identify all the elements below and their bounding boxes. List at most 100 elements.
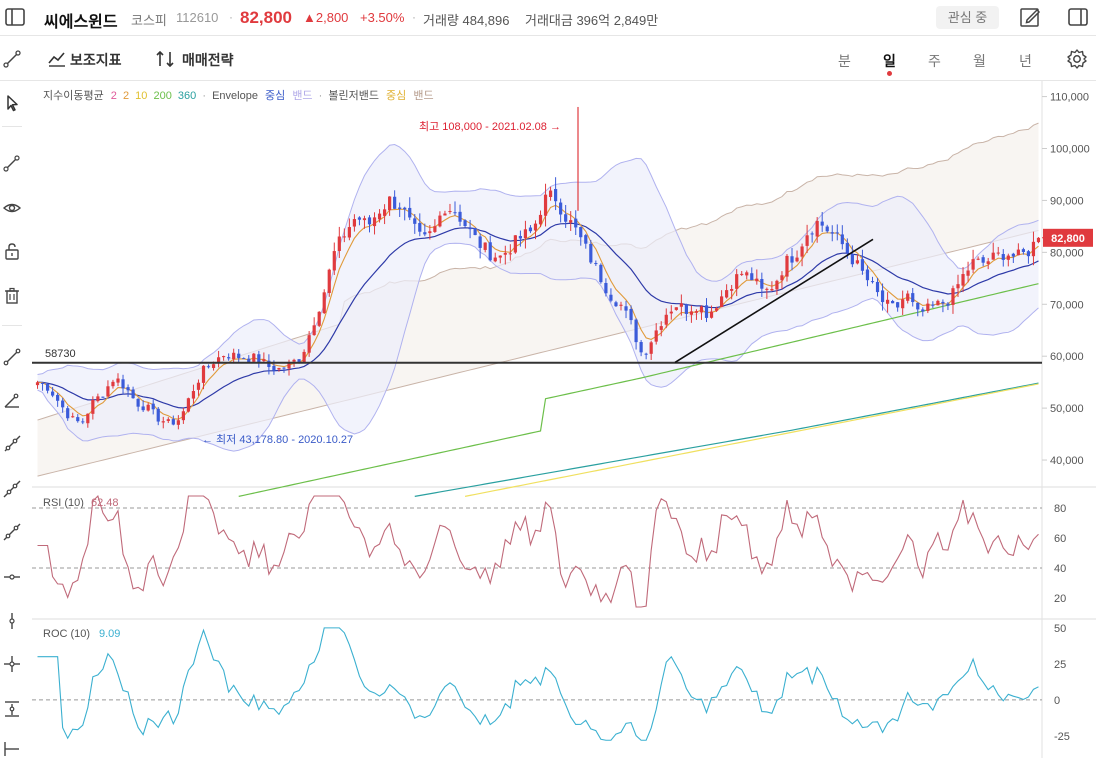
candle-body bbox=[604, 282, 608, 294]
period-minute[interactable]: 분 bbox=[838, 53, 851, 69]
candle-body bbox=[40, 382, 45, 384]
indicators-button[interactable]: 보조지표 bbox=[70, 52, 122, 68]
candle-body bbox=[795, 257, 799, 262]
trash-icon[interactable] bbox=[2, 286, 22, 306]
candle-body bbox=[393, 196, 397, 209]
horizontal-line-label: 58730 bbox=[45, 348, 76, 360]
candle-body bbox=[347, 227, 351, 238]
candle-body bbox=[206, 366, 211, 368]
candle-body bbox=[201, 365, 206, 383]
cursor-icon[interactable] bbox=[2, 93, 22, 113]
period-month[interactable]: 월 bbox=[973, 53, 986, 69]
candle-body bbox=[1021, 249, 1025, 252]
candle-body bbox=[790, 256, 794, 263]
candle-body bbox=[584, 235, 588, 244]
candle-body bbox=[725, 290, 729, 298]
rsi-value: 62.48 bbox=[91, 497, 119, 509]
settings-gear-icon[interactable] bbox=[1066, 48, 1088, 70]
candle-body bbox=[835, 232, 839, 234]
candle-body bbox=[367, 217, 372, 225]
roc-label: ROC (10) bbox=[43, 628, 90, 640]
candle-body bbox=[815, 220, 819, 237]
candle-body bbox=[161, 421, 165, 423]
rsi-label: RSI (10) bbox=[43, 497, 84, 509]
candle-body bbox=[166, 419, 170, 421]
candle-body bbox=[564, 214, 568, 222]
candle-body bbox=[684, 304, 688, 314]
legend-separator: · bbox=[202, 90, 206, 102]
price-range-icon[interactable] bbox=[2, 699, 22, 719]
candle-body bbox=[891, 300, 895, 304]
candle-body bbox=[991, 252, 995, 260]
candle-body bbox=[453, 212, 457, 214]
candle-body bbox=[765, 288, 769, 290]
candle-body bbox=[714, 308, 719, 311]
candle-body bbox=[704, 305, 709, 318]
line-segment-icon[interactable] bbox=[2, 347, 22, 367]
trend-line bbox=[674, 238, 874, 364]
candle-body bbox=[986, 261, 990, 264]
candle-body bbox=[237, 353, 241, 359]
watchlist-button[interactable]: 관심 중 bbox=[936, 6, 999, 29]
edit-icon[interactable] bbox=[1019, 6, 1041, 28]
angle-line-icon[interactable] bbox=[2, 392, 22, 412]
price-chart[interactable]: 110,000 100,000 90,000 80,000 70,000 60,000 50… bbox=[32, 81, 1096, 758]
candle-body bbox=[996, 252, 1000, 254]
crosshair-icon[interactable] bbox=[2, 654, 22, 674]
candle-body bbox=[433, 226, 437, 232]
price-tick-label: 110,000 bbox=[1050, 92, 1089, 104]
period-week[interactable]: 주 bbox=[928, 53, 941, 69]
period-day[interactable]: 일 bbox=[883, 53, 896, 69]
period-year[interactable]: 년 bbox=[1019, 53, 1032, 69]
candle-body bbox=[156, 408, 160, 422]
candle-body bbox=[679, 303, 683, 307]
trendline-tool-icon[interactable] bbox=[2, 153, 22, 173]
candle-body bbox=[1031, 241, 1036, 257]
candle-body bbox=[740, 273, 744, 275]
toolbar-divider bbox=[2, 126, 22, 127]
candle-body bbox=[357, 217, 362, 220]
rsi-tick-label: 80 bbox=[1054, 503, 1066, 515]
panel-toggle-icon[interactable] bbox=[1067, 6, 1089, 28]
date-range-icon[interactable] bbox=[2, 739, 22, 759]
candle-body bbox=[508, 253, 512, 255]
draw-line-icon[interactable] bbox=[2, 49, 22, 69]
rsi-tick-label: 40 bbox=[1054, 563, 1066, 575]
candle-body bbox=[282, 367, 286, 369]
candle-body bbox=[101, 396, 105, 398]
visibility-eye-icon[interactable] bbox=[2, 198, 22, 218]
candle-body bbox=[96, 396, 100, 402]
candle-body bbox=[76, 417, 80, 422]
candle-body bbox=[252, 353, 256, 362]
vertical-line-icon[interactable] bbox=[2, 611, 22, 631]
roc-tick-label: 25 bbox=[1054, 659, 1066, 671]
separator-dot: · bbox=[412, 10, 416, 24]
candle-body bbox=[408, 207, 412, 218]
sidebar-toggle-icon[interactable] bbox=[4, 6, 26, 28]
candle-body bbox=[322, 292, 326, 314]
candle-body bbox=[574, 218, 578, 228]
candle-body bbox=[428, 231, 432, 234]
candle-body bbox=[559, 202, 563, 215]
parallel-line-icon[interactable] bbox=[2, 522, 22, 542]
candle-body bbox=[538, 214, 543, 225]
lock-icon[interactable] bbox=[2, 241, 22, 261]
candle-body bbox=[176, 420, 180, 425]
candle-body bbox=[332, 251, 336, 271]
candle-body bbox=[694, 311, 699, 313]
strategy-button[interactable]: 매매전략 bbox=[182, 52, 234, 68]
ema-200-line bbox=[238, 283, 1039, 497]
price-tick-label: 80,000 bbox=[1050, 247, 1084, 259]
candle-body bbox=[71, 416, 75, 418]
candle-body bbox=[458, 211, 462, 222]
price-change: ▲2,800 bbox=[303, 10, 349, 25]
candle-body bbox=[981, 257, 985, 263]
candle-body bbox=[35, 382, 40, 386]
candle-body bbox=[931, 304, 935, 306]
candle-body bbox=[855, 260, 860, 264]
horizontal-line-icon[interactable] bbox=[2, 567, 22, 587]
ray-line-icon[interactable] bbox=[2, 434, 22, 454]
candle-body bbox=[111, 381, 115, 387]
extended-line-icon[interactable] bbox=[2, 479, 22, 499]
bollinger-upper-line bbox=[37, 144, 1039, 375]
